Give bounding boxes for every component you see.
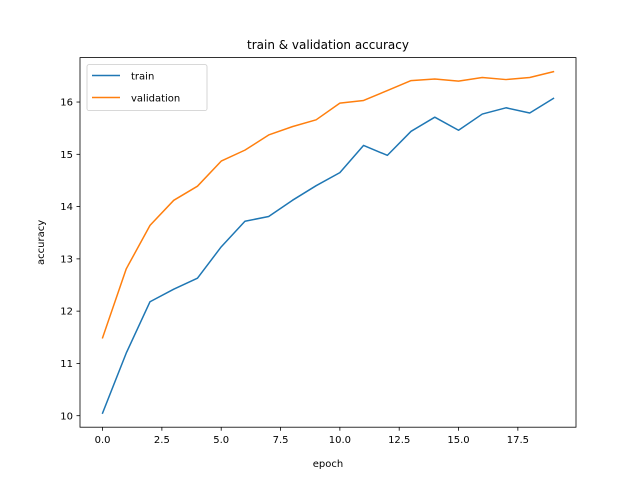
x-axis: 0.0 2.5 5.0 7.5 10.0 12.5 15.0 17.5 — [95, 427, 529, 446]
x-tick-label: 17.5 — [507, 435, 529, 446]
x-tick-label: 2.5 — [154, 435, 170, 446]
x-tick-label: 7.5 — [273, 435, 289, 446]
y-tick-label: 14 — [60, 202, 73, 213]
legend-label-train: train — [131, 72, 154, 83]
x-tick-label: 5.0 — [213, 435, 229, 446]
y-tick-label: 11 — [60, 359, 73, 370]
y-tick-label: 12 — [60, 307, 73, 318]
x-tick-label: 12.5 — [388, 435, 410, 446]
legend: train validation — [86, 64, 208, 111]
series-line-train — [101, 97, 555, 415]
legend-label-validation: validation — [131, 94, 180, 105]
plot-frame — [79, 57, 577, 428]
y-tick-label: 15 — [60, 150, 73, 161]
series-line-validation — [101, 70, 555, 339]
x-tick-label: 10.0 — [329, 435, 351, 446]
y-tick-label: 16 — [60, 98, 73, 109]
y-axis-label: accuracy — [36, 220, 47, 265]
y-tick-label: 10 — [60, 411, 73, 422]
x-tick-label: 0.0 — [95, 435, 111, 446]
y-axis: 10 11 12 13 14 15 16 — [60, 98, 80, 422]
series-layer — [101, 70, 555, 415]
x-axis-label: epoch — [313, 459, 343, 470]
chart-title: train & validation accuracy — [247, 38, 409, 52]
x-tick-label: 15.0 — [447, 435, 469, 446]
y-tick-label: 13 — [60, 254, 73, 265]
